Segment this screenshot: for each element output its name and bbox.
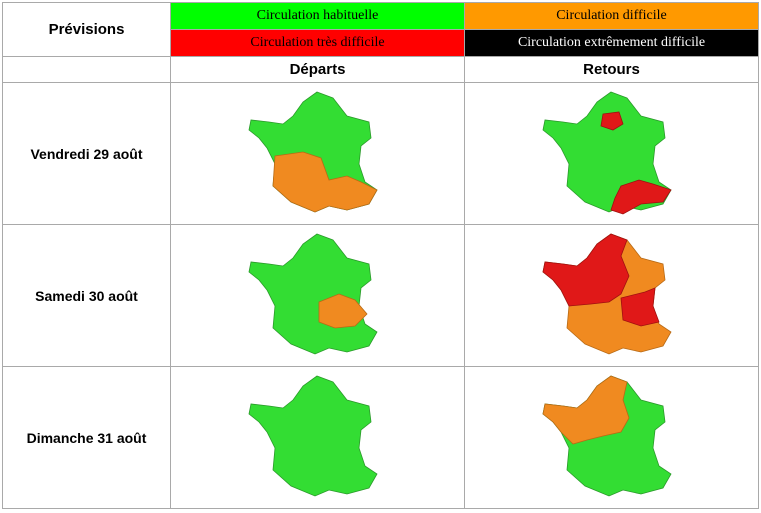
day-label: Vendredi 29 août [2,82,171,225]
table-row: Dimanche 31 août [2,366,759,509]
france-map-returns-sunday [542,375,672,496]
legend-very-difficult: Circulation très difficile [170,29,465,57]
map-cell-returns [464,366,759,509]
france-map-returns-saturday [542,233,672,354]
day-label: Samedi 30 août [2,224,171,367]
map-cell-departures [170,82,465,225]
france-map-departures-friday [248,91,378,212]
legend-extremely-difficult: Circulation extrêmement difficile [464,29,759,57]
column-header-returns: Retours [464,56,759,83]
map-cell-returns [464,224,759,367]
map-cell-departures [170,224,465,367]
column-header-departures: Départs [170,56,465,83]
france-map-departures-saturday [248,233,378,354]
header-empty-cell [2,56,171,83]
map-cell-departures [170,366,465,509]
legend-normal: Circulation habituelle [170,2,465,30]
france-map-departures-sunday [248,375,378,496]
table-row: Vendredi 29 août [2,82,759,225]
legend-difficult: Circulation difficile [464,2,759,30]
france-map-returns-friday [542,91,672,214]
map-cell-returns [464,82,759,225]
table-row: Samedi 30 août [2,224,759,367]
table-title: Prévisions [2,2,171,57]
day-label: Dimanche 31 août [2,366,171,509]
